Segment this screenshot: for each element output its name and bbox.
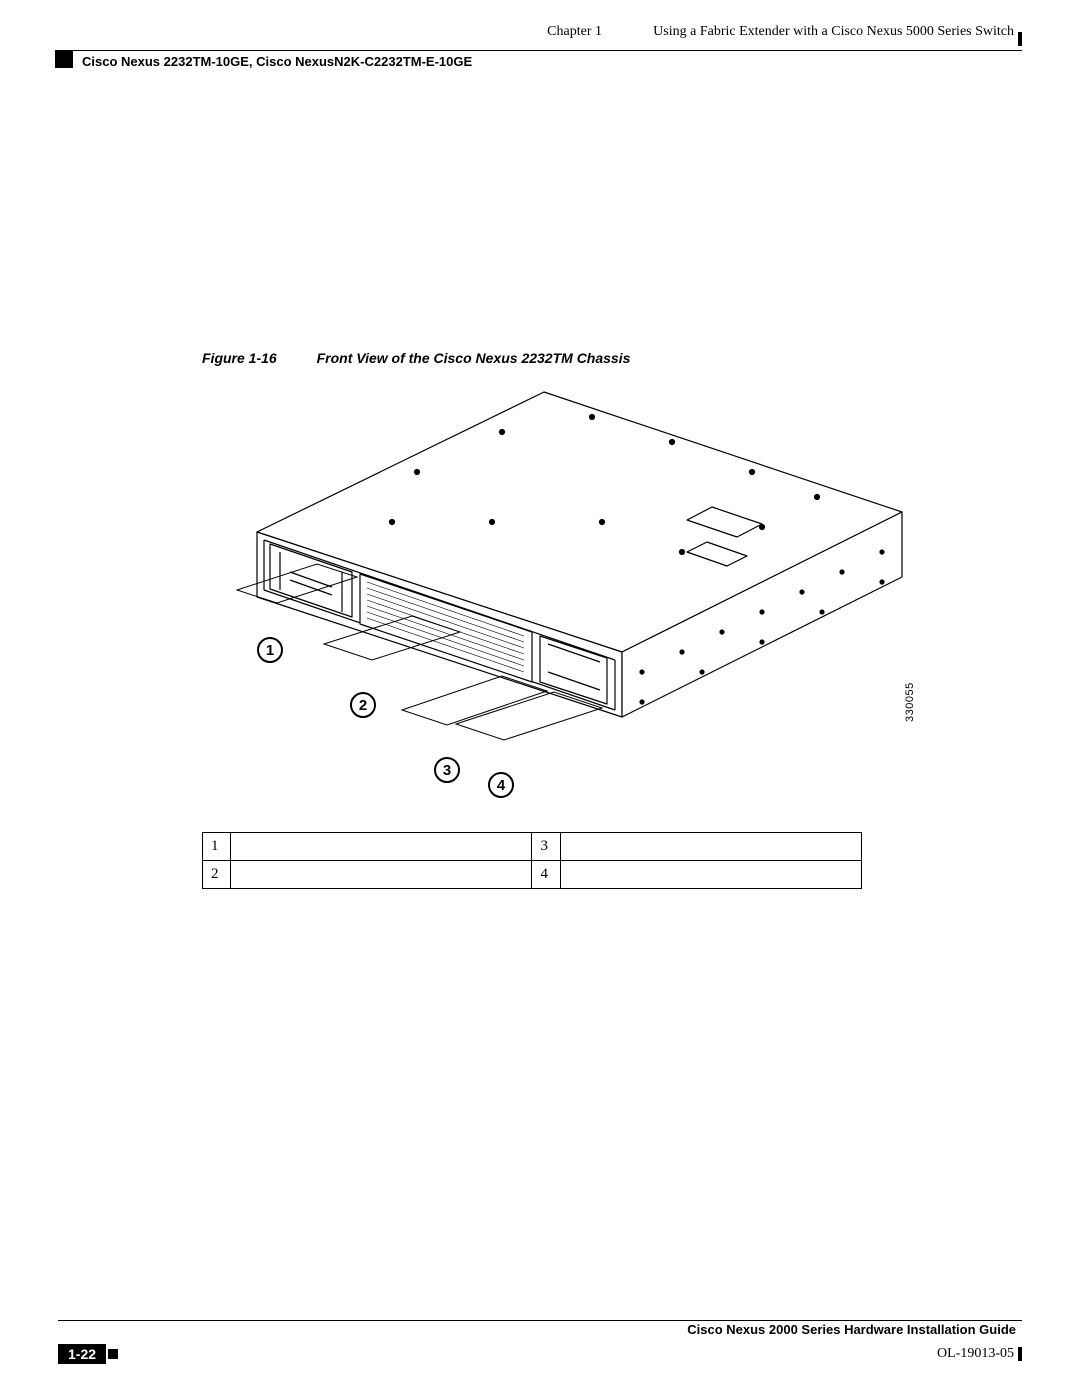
legend-table: 1 3 2 4	[202, 832, 862, 889]
legend-cell-2-num: 2	[203, 861, 231, 889]
callout-1-num: 1	[266, 642, 274, 659]
legend-cell-4-num: 4	[532, 861, 560, 889]
header-left-square	[55, 50, 73, 68]
page-footer: Cisco Nexus 2000 Series Hardware Install…	[58, 1320, 1022, 1365]
legend-cell-1-desc	[231, 833, 532, 861]
table-row: 1 3	[203, 833, 862, 861]
figure-title: Front View of the Cisco Nexus 2232TM Cha…	[317, 350, 631, 366]
chassis-illustration	[202, 372, 922, 802]
figure-area: 1 2 3 4 330055	[202, 372, 922, 802]
subheader-text: Cisco Nexus 2232TM-10GE, Cisco NexusN2K-…	[82, 54, 472, 69]
callout-2-num: 2	[359, 697, 367, 714]
legend-cell-3-num: 3	[532, 833, 560, 861]
figure-number: Figure 1-16	[202, 350, 277, 366]
callout-3: 3	[434, 757, 460, 783]
callout-2: 2	[350, 692, 376, 718]
footer-small-square	[108, 1349, 118, 1359]
figure-caption: Figure 1-16 Front View of the Cisco Nexu…	[202, 350, 630, 366]
figure-ref-number: 330055	[904, 682, 916, 722]
chapter-label: Chapter 1	[547, 24, 602, 40]
header-rule	[58, 50, 1022, 51]
chapter-title: Using a Fabric Extender with a Cisco Nex…	[653, 24, 1014, 40]
callout-3-num: 3	[443, 762, 451, 779]
legend-cell-2-desc	[231, 861, 532, 889]
legend-cell-3-desc	[560, 833, 861, 861]
docid-end-marker	[1018, 1347, 1022, 1361]
legend-cell-4-desc	[560, 861, 861, 889]
doc-id: OL-19013-05	[937, 1346, 1014, 1362]
page-number: 1-22	[58, 1344, 106, 1364]
table-row: 2 4	[203, 861, 862, 889]
callout-4-num: 4	[497, 777, 505, 794]
callout-4: 4	[488, 772, 514, 798]
legend-cell-1-num: 1	[203, 833, 231, 861]
header-end-marker	[1018, 32, 1022, 46]
footer-rule	[58, 1320, 1022, 1321]
footer-guide-title: Cisco Nexus 2000 Series Hardware Install…	[681, 1322, 1022, 1337]
callout-1: 1	[257, 637, 283, 663]
